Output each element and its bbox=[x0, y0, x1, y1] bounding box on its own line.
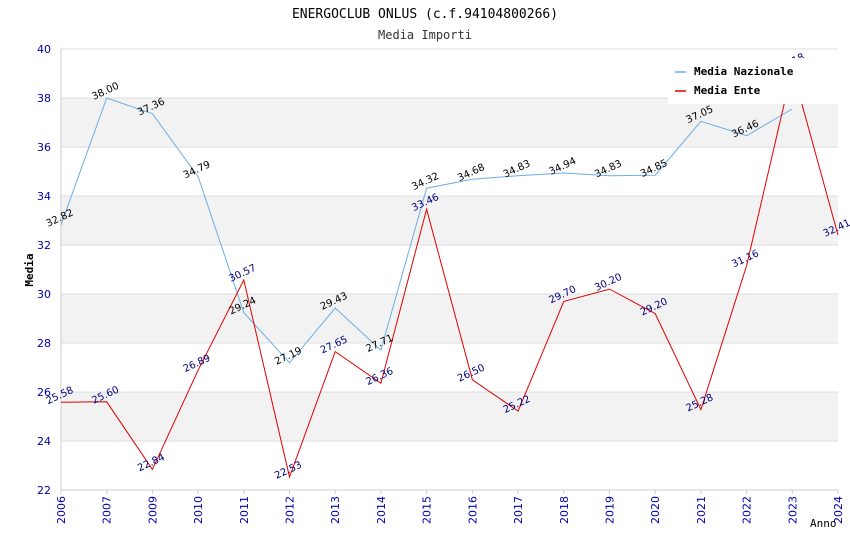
y-tick-label: 26 bbox=[37, 386, 51, 399]
y-tick-label: 28 bbox=[37, 337, 51, 350]
data-label-media-nazionale: 34.32 bbox=[410, 171, 441, 193]
data-label-media-nazionale: 34.94 bbox=[547, 156, 578, 178]
axes bbox=[60, 49, 838, 491]
data-label-media-ente: 22.84 bbox=[136, 452, 167, 474]
x-tick-label: 2017 bbox=[512, 496, 525, 524]
series-line-media-ente bbox=[60, 68, 839, 479]
x-ticks: 2006 2007 2009 2010 2011 2012 2013 2014 2015 2016… bbox=[55, 490, 845, 524]
data-label-media-nazionale: 34.83 bbox=[502, 158, 533, 180]
y-tick-label: 40 bbox=[37, 43, 51, 56]
x-tick-label: 2020 bbox=[649, 496, 662, 524]
x-tick-label: 2014 bbox=[375, 496, 388, 524]
grid-band bbox=[61, 294, 838, 343]
series-line-media-nazionale bbox=[60, 97, 793, 364]
legend-label: Media Ente bbox=[694, 84, 761, 97]
data-label-media-nazionale: 27.19 bbox=[273, 345, 304, 367]
y-tick-label: 22 bbox=[37, 484, 51, 497]
chart-subtitle: Media Importi bbox=[378, 28, 472, 42]
x-tick-label: 2006 bbox=[55, 496, 68, 524]
grid-band bbox=[61, 98, 838, 147]
x-tick-label: 2019 bbox=[603, 496, 616, 524]
y-tick-label: 34 bbox=[37, 190, 51, 203]
data-label-media-nazionale: 34.79 bbox=[182, 159, 213, 181]
data-label-media-ente: 26.36 bbox=[365, 366, 396, 388]
legend: Media Nazionale Media Ente bbox=[668, 58, 838, 104]
legend-label: Media Nazionale bbox=[694, 65, 794, 78]
grid-band bbox=[61, 392, 838, 441]
y-ticks: 22 24 26 28 30 32 34 36 38 40 bbox=[37, 43, 51, 497]
data-label-media-ente: 30.20 bbox=[593, 272, 624, 294]
x-tick-label: 2021 bbox=[695, 496, 708, 524]
x-tick-label: 2018 bbox=[558, 496, 571, 524]
data-label-media-nazionale: 34.68 bbox=[456, 162, 487, 184]
y-tick-label: 38 bbox=[37, 92, 51, 105]
x-tick-label: 2016 bbox=[466, 496, 479, 524]
data-label-media-ente: 22.53 bbox=[273, 460, 304, 482]
data-label-media-nazionale: 34.83 bbox=[593, 158, 624, 180]
y-axis-label: Media bbox=[23, 253, 36, 286]
x-axis-label: Anno bbox=[810, 517, 837, 530]
x-tick-label: 2009 bbox=[146, 496, 159, 524]
x-tick-label: 2024 bbox=[832, 496, 845, 524]
data-label-media-ente: 26.50 bbox=[456, 362, 487, 384]
x-tick-label: 2013 bbox=[329, 496, 342, 524]
y-tick-label: 36 bbox=[37, 141, 51, 154]
x-tick-label: 2007 bbox=[101, 496, 114, 524]
series-group bbox=[60, 68, 839, 479]
x-tick-label: 2012 bbox=[284, 496, 297, 524]
data-label-media-nazionale: 34.85 bbox=[639, 158, 670, 180]
chart-title: ENERGOCLUB ONLUS (c.f.94104800266) bbox=[292, 7, 558, 22]
y-tick-label: 24 bbox=[37, 435, 51, 448]
y-tick-label: 32 bbox=[37, 239, 51, 252]
grid-band bbox=[61, 196, 838, 245]
y-tick-label: 30 bbox=[37, 288, 51, 301]
x-tick-label: 2011 bbox=[238, 496, 251, 524]
data-label-media-ente: 31.16 bbox=[730, 248, 761, 270]
x-tick-label: 2010 bbox=[192, 496, 205, 524]
grid-bands bbox=[61, 98, 838, 441]
legend-box bbox=[668, 58, 838, 104]
x-tick-label: 2015 bbox=[421, 496, 434, 524]
x-tick-label: 2022 bbox=[741, 496, 754, 524]
x-tick-label: 2023 bbox=[786, 496, 799, 524]
